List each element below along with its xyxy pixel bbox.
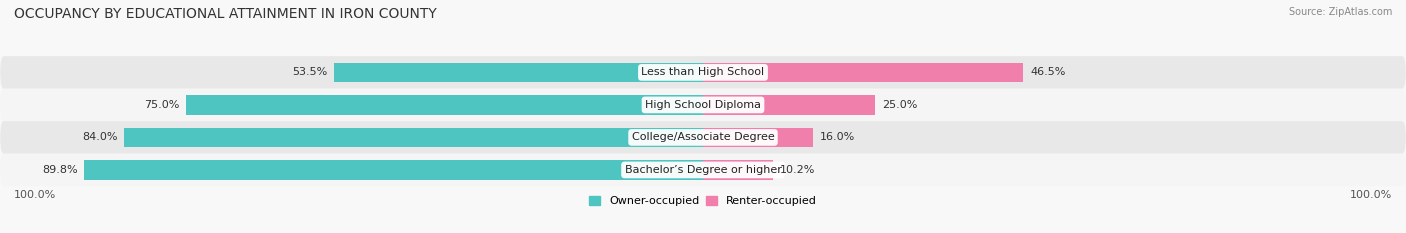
Bar [703,95,875,115]
Text: 25.0%: 25.0% [882,100,918,110]
Text: Source: ZipAtlas.com: Source: ZipAtlas.com [1288,7,1392,17]
Text: 89.8%: 89.8% [42,165,77,175]
Text: 46.5%: 46.5% [1031,67,1066,77]
Text: 84.0%: 84.0% [82,132,117,142]
FancyBboxPatch shape [0,56,1406,89]
FancyBboxPatch shape [0,89,1406,121]
Bar [703,160,773,180]
Bar [703,128,813,147]
Text: 53.5%: 53.5% [292,67,328,77]
Text: 16.0%: 16.0% [820,132,855,142]
Text: OCCUPANCY BY EDUCATIONAL ATTAINMENT IN IRON COUNTY: OCCUPANCY BY EDUCATIONAL ATTAINMENT IN I… [14,7,437,21]
Legend: Owner-occupied, Renter-occupied: Owner-occupied, Renter-occupied [589,196,817,206]
FancyBboxPatch shape [0,154,1406,186]
Text: 75.0%: 75.0% [143,100,180,110]
Bar [186,95,703,115]
Text: High School Diploma: High School Diploma [645,100,761,110]
Text: 10.2%: 10.2% [780,165,815,175]
Text: 100.0%: 100.0% [1350,190,1392,200]
Bar [703,63,1024,82]
Text: College/Associate Degree: College/Associate Degree [631,132,775,142]
FancyBboxPatch shape [0,121,1406,154]
Text: Less than High School: Less than High School [641,67,765,77]
Bar [335,63,703,82]
Bar [124,128,703,147]
Text: Bachelor’s Degree or higher: Bachelor’s Degree or higher [624,165,782,175]
Text: 100.0%: 100.0% [14,190,56,200]
Bar [84,160,703,180]
